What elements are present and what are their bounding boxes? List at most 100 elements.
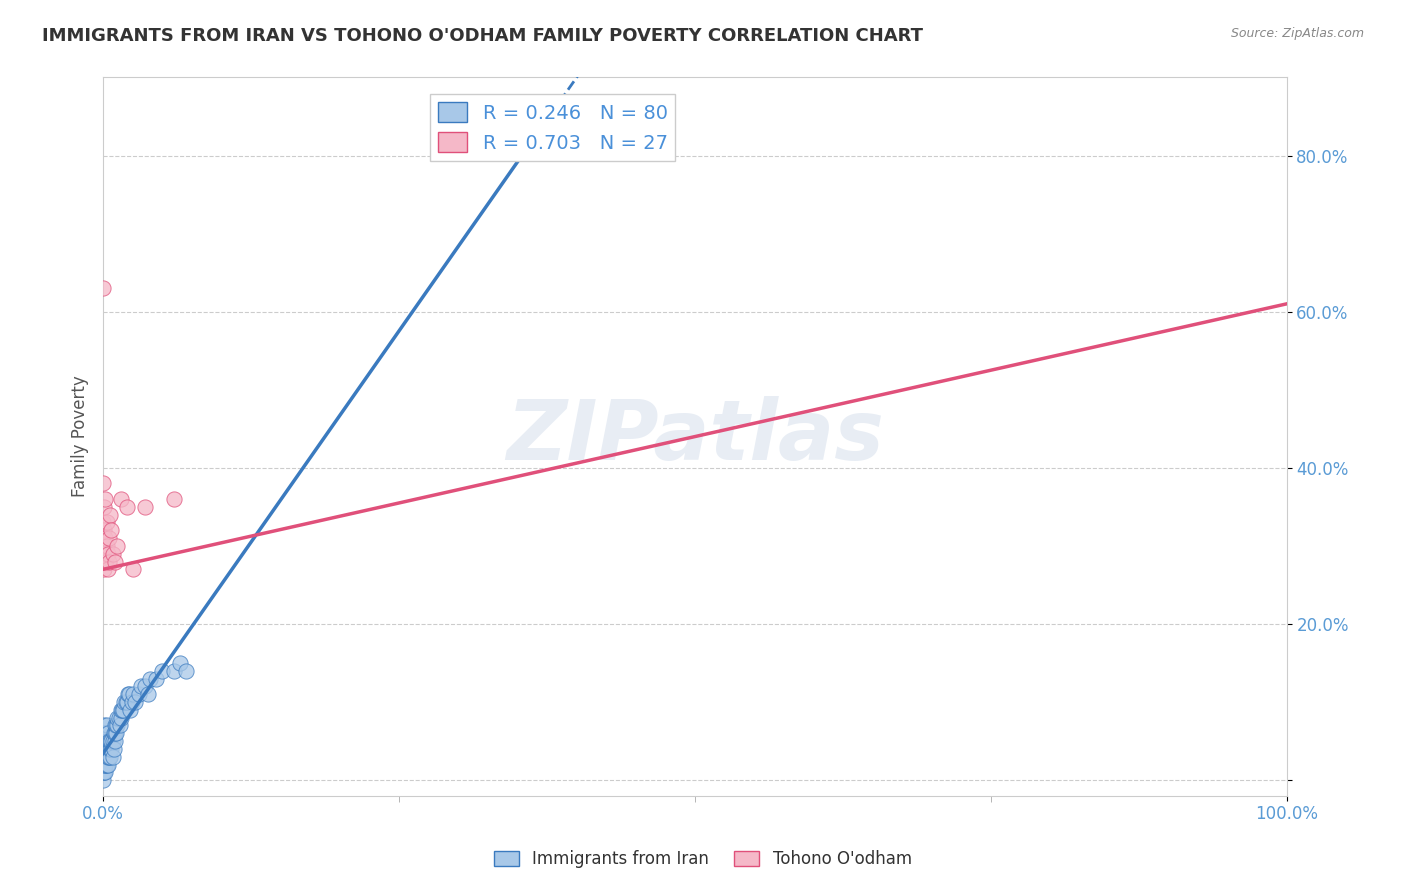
- Point: [114, 695, 136, 709]
- Point: [96, 742, 118, 756]
- Point: [97, 726, 120, 740]
- Point: [98, 742, 121, 756]
- Point: [97, 734, 120, 748]
- Point: [94, 742, 117, 756]
- Point: [91, 765, 114, 780]
- Point: [97, 742, 120, 756]
- Point: [93, 757, 115, 772]
- Point: [145, 672, 167, 686]
- Point: [105, 539, 128, 553]
- Point: [94, 491, 117, 506]
- Point: [169, 656, 191, 670]
- Point: [104, 734, 127, 748]
- Point: [96, 516, 118, 530]
- Point: [101, 547, 124, 561]
- Point: [121, 562, 143, 576]
- Point: [107, 711, 129, 725]
- Point: [134, 500, 156, 514]
- Point: [94, 749, 117, 764]
- Point: [111, 703, 134, 717]
- Point: [96, 734, 118, 748]
- Point: [97, 757, 120, 772]
- Point: [110, 703, 132, 717]
- Point: [120, 703, 142, 717]
- Point: [163, 491, 186, 506]
- Point: [100, 523, 122, 537]
- Point: [94, 555, 117, 569]
- Point: [98, 749, 121, 764]
- Point: [163, 664, 186, 678]
- Point: [91, 749, 114, 764]
- Point: [115, 695, 138, 709]
- Point: [93, 757, 115, 772]
- Text: IMMIGRANTS FROM IRAN VS TOHONO O'ODHAM FAMILY POVERTY CORRELATION CHART: IMMIGRANTS FROM IRAN VS TOHONO O'ODHAM F…: [42, 27, 924, 45]
- Point: [118, 687, 141, 701]
- Point: [124, 695, 146, 709]
- Point: [129, 680, 152, 694]
- Legend: Immigrants from Iran, Tohono O'odham: Immigrants from Iran, Tohono O'odham: [488, 844, 918, 875]
- Point: [108, 718, 131, 732]
- Point: [96, 749, 118, 764]
- Point: [91, 757, 114, 772]
- Point: [93, 718, 115, 732]
- Point: [174, 664, 197, 678]
- Point: [93, 749, 115, 764]
- Point: [93, 547, 115, 561]
- Point: [93, 749, 115, 764]
- Point: [112, 703, 135, 717]
- Point: [91, 765, 114, 780]
- Point: [128, 687, 150, 701]
- Point: [94, 757, 117, 772]
- Point: [96, 718, 118, 732]
- Point: [97, 749, 120, 764]
- Point: [93, 765, 115, 780]
- Point: [98, 749, 121, 764]
- Point: [93, 749, 115, 764]
- Point: [150, 664, 173, 678]
- Point: [101, 734, 124, 748]
- Point: [105, 718, 128, 732]
- Point: [94, 531, 117, 545]
- Point: [101, 749, 124, 764]
- Point: [100, 734, 122, 748]
- Point: [98, 734, 121, 748]
- Point: [136, 687, 159, 701]
- Point: [114, 695, 136, 709]
- Point: [94, 726, 117, 740]
- Point: [94, 757, 117, 772]
- Point: [91, 516, 114, 530]
- Point: [93, 726, 115, 740]
- Legend: R = 0.246   N = 80, R = 0.703   N = 27: R = 0.246 N = 80, R = 0.703 N = 27: [430, 95, 675, 161]
- Point: [93, 523, 115, 537]
- Point: [91, 476, 114, 491]
- Point: [104, 726, 127, 740]
- Text: Source: ZipAtlas.com: Source: ZipAtlas.com: [1230, 27, 1364, 40]
- Point: [121, 687, 143, 701]
- Point: [94, 734, 117, 748]
- Point: [97, 562, 120, 576]
- Point: [93, 500, 115, 514]
- Point: [98, 734, 121, 748]
- Point: [103, 742, 125, 756]
- Text: ZIPatlas: ZIPatlas: [506, 396, 884, 477]
- Point: [93, 742, 115, 756]
- Point: [104, 555, 127, 569]
- Point: [91, 742, 114, 756]
- Point: [110, 491, 132, 506]
- Point: [91, 539, 114, 553]
- Point: [91, 281, 114, 295]
- Point: [98, 531, 121, 545]
- Point: [117, 687, 139, 701]
- Point: [105, 711, 128, 725]
- Point: [115, 500, 138, 514]
- Point: [91, 773, 114, 788]
- Point: [139, 672, 162, 686]
- Point: [105, 726, 128, 740]
- Point: [93, 757, 115, 772]
- Y-axis label: Family Poverty: Family Poverty: [72, 376, 89, 498]
- Point: [105, 718, 128, 732]
- Point: [93, 734, 115, 748]
- Point: [91, 749, 114, 764]
- Point: [94, 765, 117, 780]
- Point: [98, 555, 121, 569]
